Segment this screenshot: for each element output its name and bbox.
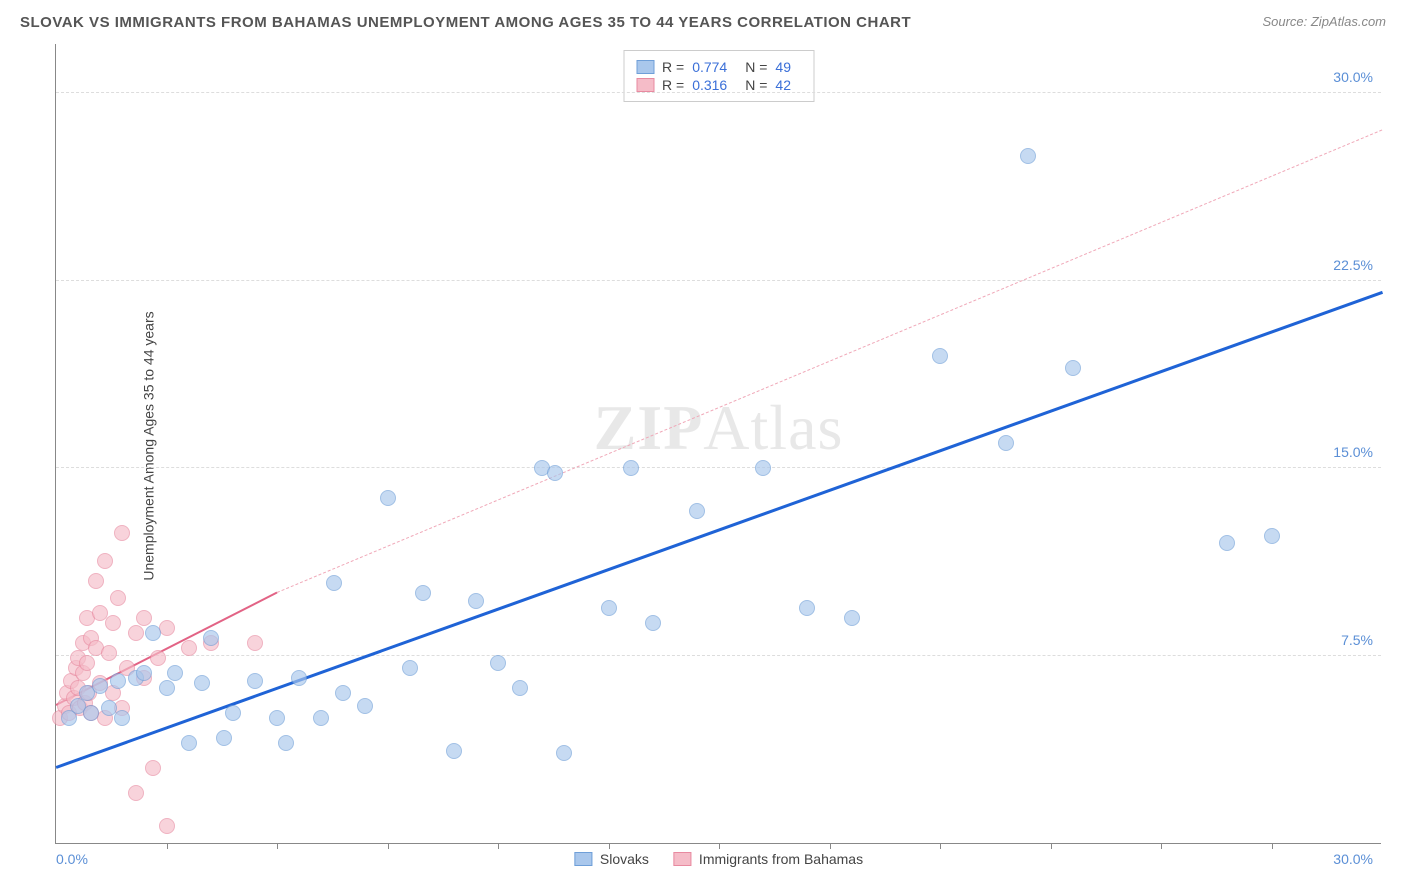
data-point bbox=[689, 503, 705, 519]
legend-stat-row: R = 0.774 N = 49 bbox=[636, 59, 801, 75]
y-tick-label: 22.5% bbox=[1333, 257, 1373, 273]
data-point bbox=[844, 610, 860, 626]
data-point bbox=[380, 490, 396, 506]
data-point bbox=[79, 655, 95, 671]
data-point bbox=[326, 575, 342, 591]
data-point bbox=[159, 818, 175, 834]
swatch-slovaks bbox=[574, 852, 592, 866]
data-point bbox=[512, 680, 528, 696]
data-point bbox=[468, 593, 484, 609]
y-tick-label: 15.0% bbox=[1333, 444, 1373, 460]
x-tick bbox=[167, 843, 168, 849]
data-point bbox=[97, 553, 113, 569]
data-point bbox=[150, 650, 166, 666]
data-point bbox=[101, 645, 117, 661]
x-tick bbox=[498, 843, 499, 849]
data-point bbox=[247, 635, 263, 651]
gridline-h bbox=[56, 92, 1381, 93]
trend-line bbox=[277, 130, 1382, 593]
legend-item-slovaks: Slovaks bbox=[574, 851, 649, 867]
data-point bbox=[225, 705, 241, 721]
gridline-h bbox=[56, 655, 1381, 656]
x-tick bbox=[1272, 843, 1273, 849]
data-point bbox=[247, 673, 263, 689]
y-tick-label: 30.0% bbox=[1333, 69, 1373, 85]
data-point bbox=[194, 675, 210, 691]
legend-series: Slovaks Immigrants from Bahamas bbox=[568, 849, 869, 869]
data-point bbox=[216, 730, 232, 746]
data-point bbox=[110, 673, 126, 689]
data-point bbox=[181, 735, 197, 751]
data-point bbox=[181, 640, 197, 656]
x-axis-min: 0.0% bbox=[56, 851, 88, 867]
watermark: ZIPAtlas bbox=[594, 391, 844, 465]
data-point bbox=[278, 735, 294, 751]
data-point bbox=[645, 615, 661, 631]
data-point bbox=[755, 460, 771, 476]
data-point bbox=[799, 600, 815, 616]
data-point bbox=[145, 625, 161, 641]
x-tick bbox=[609, 843, 610, 849]
x-tick bbox=[940, 843, 941, 849]
swatch-bahamas bbox=[673, 852, 691, 866]
x-axis-max: 30.0% bbox=[1333, 851, 1373, 867]
data-point bbox=[83, 705, 99, 721]
data-point bbox=[556, 745, 572, 761]
data-point bbox=[446, 743, 462, 759]
data-point bbox=[269, 710, 285, 726]
data-point bbox=[601, 600, 617, 616]
gridline-h bbox=[56, 467, 1381, 468]
data-point bbox=[1219, 535, 1235, 551]
gridline-h bbox=[56, 280, 1381, 281]
data-point bbox=[92, 678, 108, 694]
data-point bbox=[159, 680, 175, 696]
swatch-slovaks bbox=[636, 60, 654, 74]
data-point bbox=[114, 710, 130, 726]
data-point bbox=[128, 785, 144, 801]
data-point bbox=[313, 710, 329, 726]
x-tick bbox=[388, 843, 389, 849]
chart-title: SLOVAK VS IMMIGRANTS FROM BAHAMAS UNEMPL… bbox=[20, 14, 911, 31]
plot-area: ZIPAtlas R = 0.774 N = 49 R = 0.316 N = … bbox=[55, 44, 1381, 844]
y-tick-label: 7.5% bbox=[1341, 632, 1373, 648]
data-point bbox=[998, 435, 1014, 451]
x-tick bbox=[277, 843, 278, 849]
data-point bbox=[88, 573, 104, 589]
data-point bbox=[932, 348, 948, 364]
data-point bbox=[136, 665, 152, 681]
data-point bbox=[415, 585, 431, 601]
x-tick bbox=[1051, 843, 1052, 849]
legend-stats: R = 0.774 N = 49 R = 0.316 N = 42 bbox=[623, 50, 814, 102]
data-point bbox=[203, 630, 219, 646]
data-point bbox=[110, 590, 126, 606]
data-point bbox=[145, 760, 161, 776]
data-point bbox=[623, 460, 639, 476]
data-point bbox=[490, 655, 506, 671]
chart-container: SLOVAK VS IMMIGRANTS FROM BAHAMAS UNEMPL… bbox=[0, 0, 1406, 892]
data-point bbox=[402, 660, 418, 676]
x-tick bbox=[1161, 843, 1162, 849]
legend-stat-row: R = 0.316 N = 42 bbox=[636, 77, 801, 93]
data-point bbox=[167, 665, 183, 681]
x-tick bbox=[830, 843, 831, 849]
data-point bbox=[1065, 360, 1081, 376]
data-point bbox=[291, 670, 307, 686]
data-point bbox=[105, 615, 121, 631]
data-point bbox=[128, 625, 144, 641]
trend-line bbox=[56, 291, 1383, 768]
swatch-bahamas bbox=[636, 78, 654, 92]
x-tick bbox=[719, 843, 720, 849]
data-point bbox=[1264, 528, 1280, 544]
data-point bbox=[357, 698, 373, 714]
source-text: Source: ZipAtlas.com bbox=[1262, 14, 1386, 29]
data-point bbox=[547, 465, 563, 481]
data-point bbox=[114, 525, 130, 541]
data-point bbox=[136, 610, 152, 626]
data-point bbox=[335, 685, 351, 701]
data-point bbox=[1020, 148, 1036, 164]
legend-item-bahamas: Immigrants from Bahamas bbox=[673, 851, 863, 867]
